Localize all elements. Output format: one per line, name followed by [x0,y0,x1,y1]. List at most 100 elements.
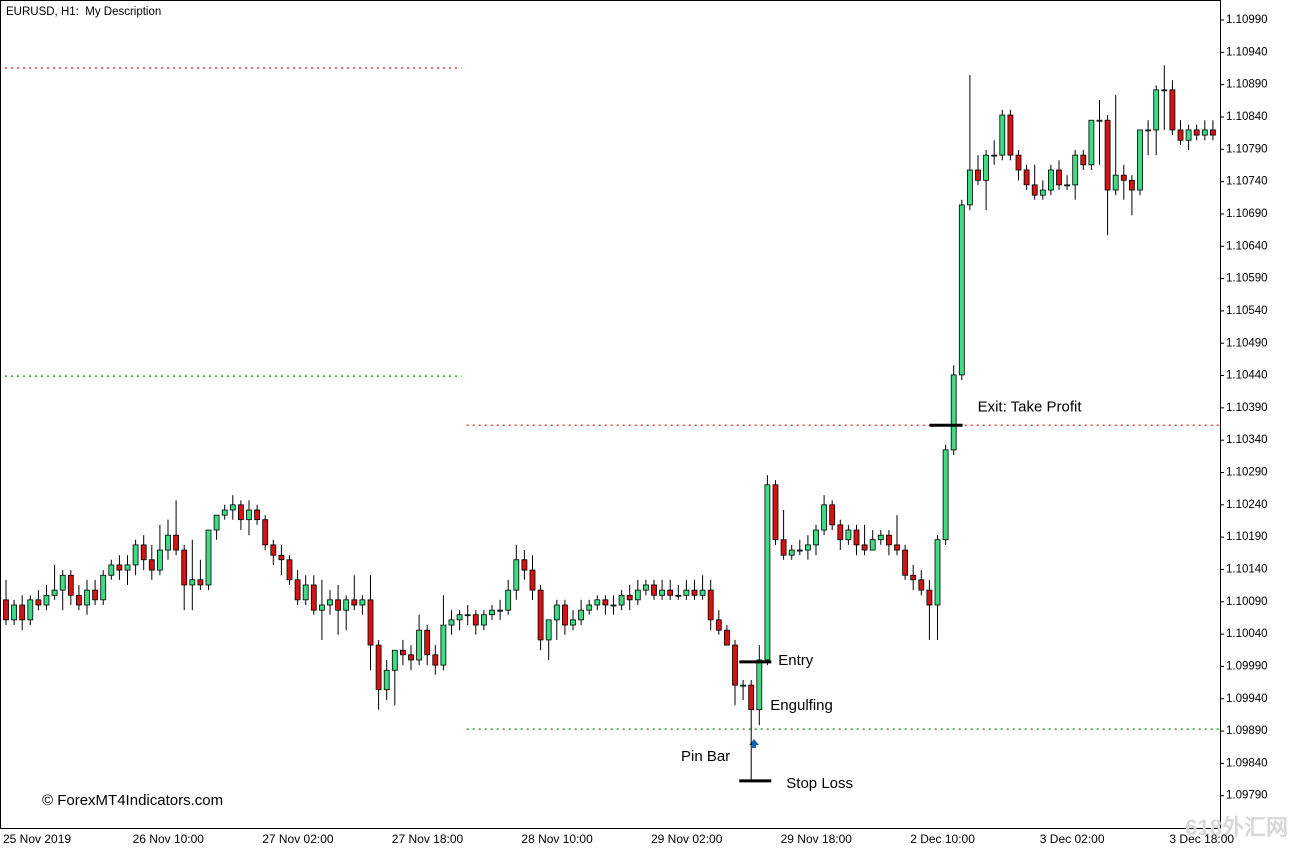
candle-body [254,509,261,521]
y-tick-label: 1.09790 [1226,790,1268,802]
candle-body [156,549,163,571]
candle-body [213,514,220,531]
y-tick-label: 1.10540 [1226,305,1268,317]
candle-body [837,524,844,541]
x-tick-label: 29 Nov 02:00 [651,832,723,846]
candle-body [829,504,836,526]
candle-body [545,619,552,641]
candle-body [1023,169,1030,186]
candle-body [480,614,487,626]
candle-body [934,539,941,606]
y-tick-label: 1.10690 [1226,208,1268,220]
candle-body [432,654,439,666]
x-tick-label: 2 Dec 10:00 [910,832,975,846]
candle-body [391,649,398,671]
candle-body [270,544,277,556]
annotation-label: Stop Loss [786,775,853,792]
candle-body [1007,114,1014,156]
candle-body [237,504,244,521]
candle-body [408,654,414,661]
candle-body [675,594,682,597]
x-tick-label: 3 Dec 02:00 [1040,832,1105,846]
candle-body [894,544,900,551]
candle-body [456,614,463,621]
candle-body [699,589,706,596]
candle-body [351,599,358,606]
candle-body [659,589,665,596]
candle-body [181,549,188,586]
x-tick-label: 25 Nov 2019 [3,832,71,846]
candle-body [489,609,495,616]
candle-body [1185,129,1192,141]
candle-body [886,534,892,546]
candle-body [537,589,544,641]
candle-body [1080,154,1087,166]
candle-body [59,574,66,591]
candle-body [764,484,771,661]
candle-body [602,599,609,606]
y-tick-label: 1.10340 [1226,434,1268,446]
candle-body [262,519,269,546]
y-tick-label: 1.10890 [1226,79,1268,91]
candle-body [1129,179,1135,191]
candle-body [521,559,528,571]
candle-body [116,564,123,571]
y-tick-label: 1.10290 [1226,467,1268,479]
candle-body [424,629,431,656]
candle-body [902,549,908,576]
watermark: © ForexMT4Indicators.com [42,792,223,809]
candle-body [562,604,568,626]
candle-body [35,599,42,606]
y-tick-label: 1.10140 [1226,563,1268,575]
candle-body [197,579,204,586]
candle-body [594,599,601,606]
candle-body [1145,129,1151,132]
candle-body [1072,154,1079,186]
candle-body [399,649,406,656]
candle-body [472,614,479,626]
candle-body [205,529,212,586]
candle-body [1112,174,1119,191]
candle-body [1104,119,1111,191]
annotation-label: Exit: Take Profit [978,398,1083,415]
candle-body [1096,119,1103,122]
candle-body [464,614,471,617]
candle-body [343,599,350,611]
candle-body [910,574,917,581]
candle-body [165,534,171,551]
annotation-label: Engulfing [770,697,833,714]
candle-body [27,599,34,621]
candle-body [1193,129,1200,136]
candle-body [651,584,657,596]
candle-body [805,544,811,551]
candle-body [1137,129,1143,191]
candle-body [772,484,779,541]
candle-body [578,609,584,621]
candle-body [76,594,82,606]
candle-body [67,574,74,596]
candle-body [958,204,965,376]
candle-body [92,589,98,601]
y-tick-label: 1.10440 [1226,370,1268,382]
candle-body [189,579,196,586]
candle-body [1088,119,1095,166]
candle-body [975,169,981,181]
candle-body [1064,184,1070,187]
candle-body [1056,169,1062,186]
candle-body [448,619,455,626]
candle-body [140,544,147,561]
candle-body [691,589,698,596]
y-tick-label: 1.09940 [1226,693,1268,705]
candle-body [375,644,382,691]
y-tick-label: 1.10390 [1226,402,1268,414]
y-tick-label: 1.10590 [1226,273,1268,285]
candle-body [553,604,560,621]
candle-body [991,154,998,157]
y-tick-label: 1.10940 [1226,46,1268,58]
candle-body [19,604,26,621]
candle-body [278,554,285,561]
candle-body [643,584,649,591]
x-tick-label: 29 Nov 18:00 [781,832,853,846]
